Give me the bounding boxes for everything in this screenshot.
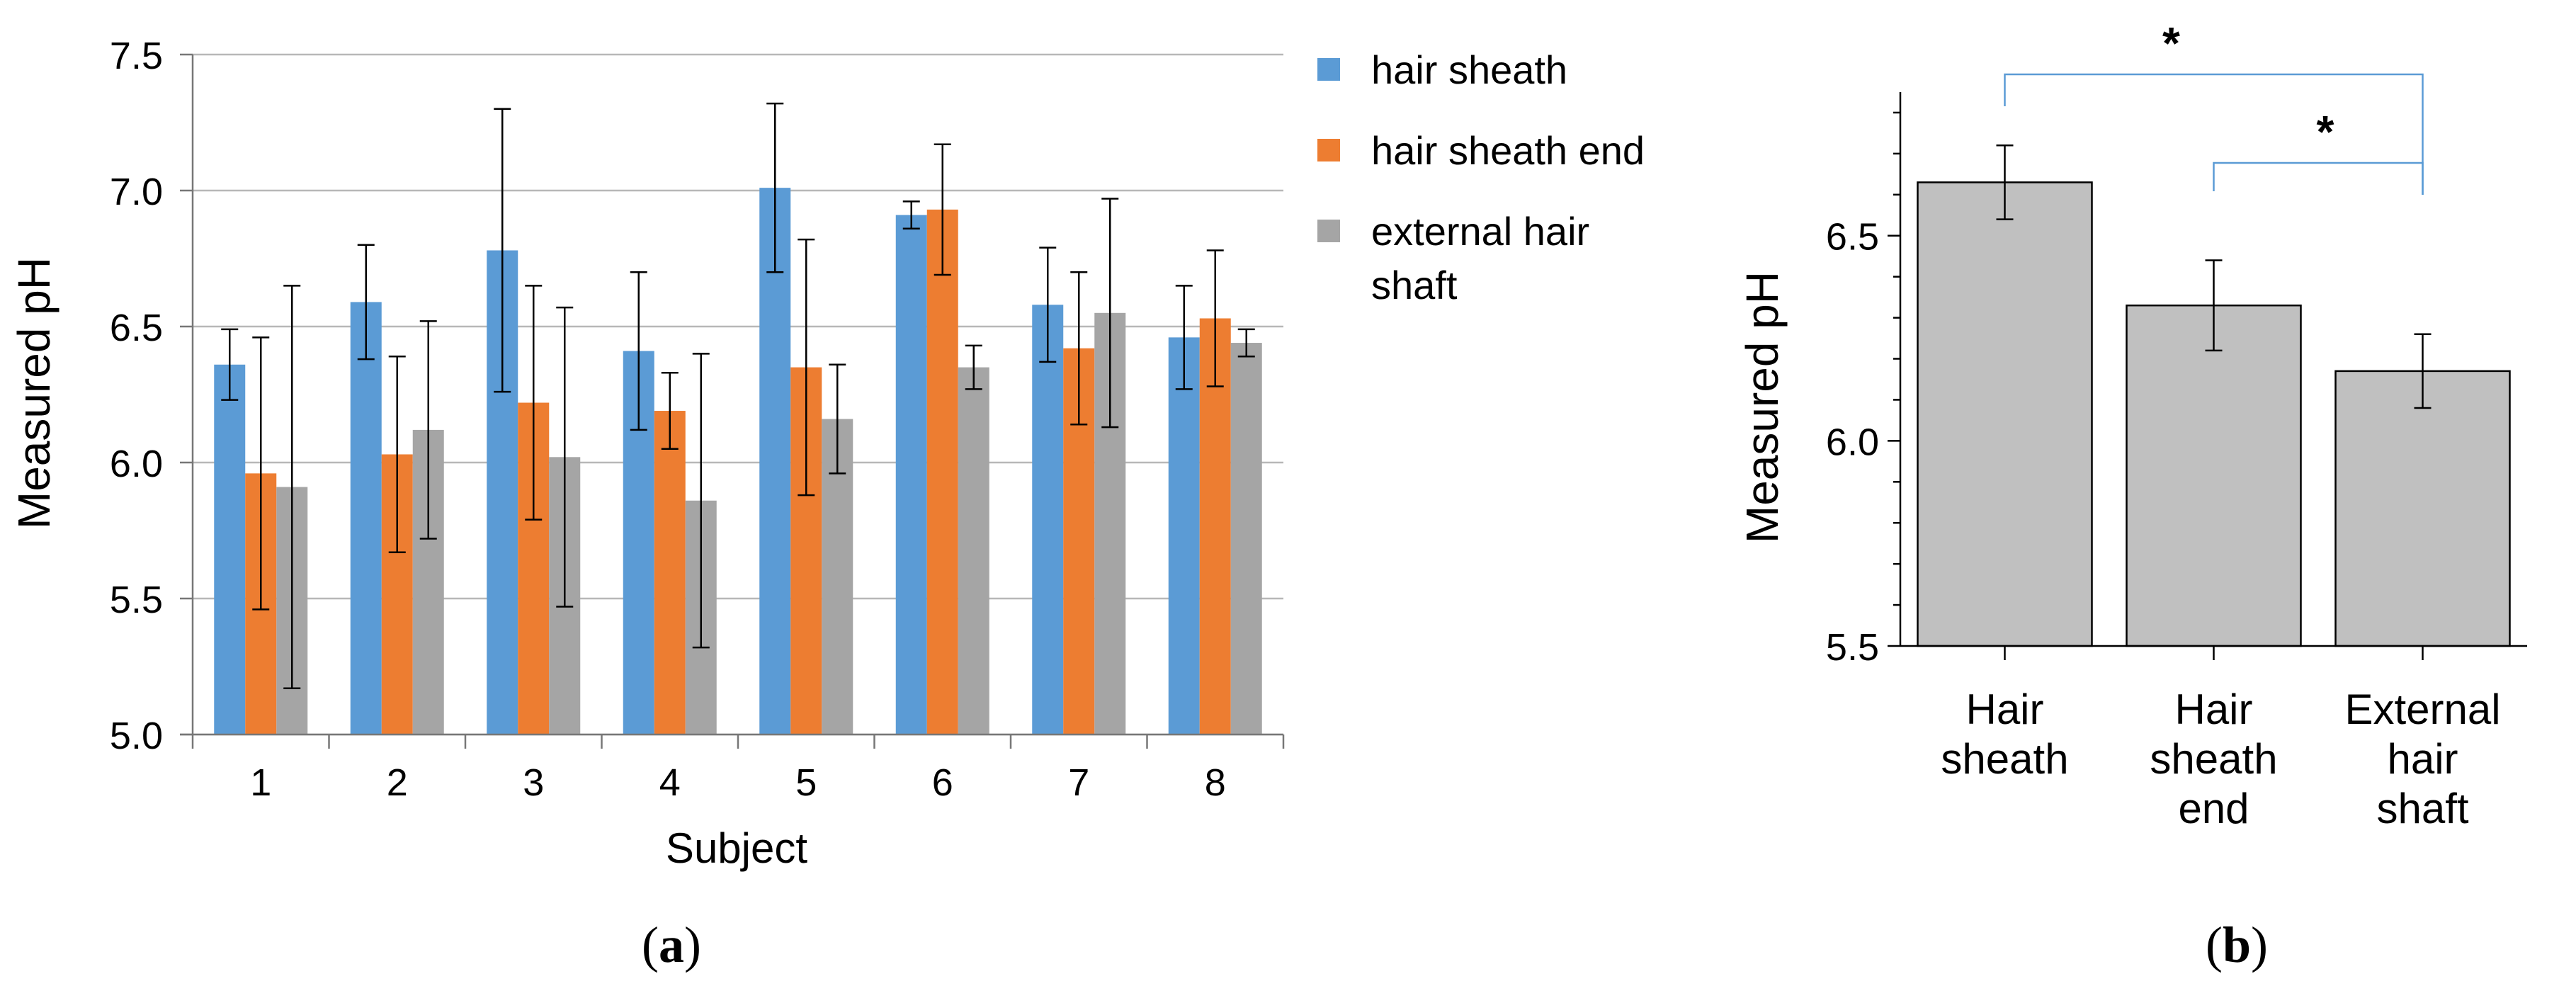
b-y-tick-label: 6.0 — [1826, 421, 1879, 463]
b-bar-hair-sheath — [1917, 181, 2093, 647]
b-x-tick-label: External — [2344, 686, 2500, 733]
b-significance-brackets: ** — [2004, 18, 2424, 195]
a-y-tick-label: 7.5 — [110, 35, 163, 77]
b-x-tick-label: end — [2178, 785, 2249, 832]
a-bar-s1-subject-7 — [1032, 305, 1064, 735]
a-bar-s3-subject-8 — [1230, 343, 1262, 735]
b-y-axis-title: Measured pH — [1737, 271, 1788, 543]
a-y-tick-labels: 5.0 5.5 6.0 6.5 7.0 7.5 — [110, 35, 163, 757]
a-bar-s1-subject-2 — [350, 302, 382, 735]
a-y-axis-title: Measured pH — [8, 257, 59, 529]
b-significance-star: * — [2317, 106, 2334, 157]
a-bar-s1-subject-6 — [895, 215, 927, 735]
b-bar-hair-sheath-end — [2126, 304, 2302, 647]
a-y-tick-label: 6.0 — [110, 443, 163, 485]
a-bars — [214, 188, 1262, 735]
a-bar-s1-subject-8 — [1168, 337, 1200, 735]
b-x-tick-label: Hair — [2174, 686, 2252, 733]
a-bar-s2-subject-6 — [926, 209, 958, 735]
a-legend: hair sheath hair sheath end external hair s… — [1317, 47, 1645, 307]
a-legend-label: external hair — [1371, 209, 1589, 254]
a-y-tick-label: 7.0 — [110, 171, 163, 213]
a-legend-swatch-s2 — [1317, 139, 1340, 161]
b-axes — [1888, 92, 2527, 660]
b-error-bars — [1996, 144, 2432, 409]
b-significance-bracket-1 — [2004, 73, 2424, 195]
a-bar-s3-subject-6 — [958, 367, 989, 735]
a-legend-swatch-s3 — [1317, 220, 1340, 242]
b-panel-letter: b — [2223, 917, 2251, 973]
a-bar-s1-subject-1 — [214, 364, 246, 735]
a-y-tick-label: 6.5 — [110, 307, 163, 349]
panel-b-chart: 5.56.06.5 HairsheathHairsheathendExterna… — [1737, 18, 2527, 973]
b-x-tick-label: Hair — [1965, 686, 2043, 733]
b-y-tick-label: 6.5 — [1826, 216, 1879, 259]
a-bar-s2-subject-4 — [654, 411, 686, 735]
a-legend-label: hair sheath — [1371, 47, 1567, 92]
b-y-tick-label: 5.5 — [1826, 626, 1879, 669]
a-bar-s1-subject-5 — [759, 188, 791, 735]
a-legend-label: hair sheath end — [1371, 128, 1645, 173]
a-panel-letter: a — [659, 917, 684, 973]
a-x-tick-label: 6 — [932, 761, 953, 804]
a-x-axis-title: Subject — [666, 824, 807, 872]
a-panel-caption: (a) — [642, 917, 701, 973]
a-legend-label: shaft — [1371, 263, 1458, 307]
b-panel-caption: (b) — [2206, 917, 2268, 973]
b-y-tick-labels: 5.5 6.0 6.5 — [1826, 216, 1879, 669]
a-x-tick-labels: 1 2 3 4 5 6 7 8 — [250, 761, 1226, 804]
b-x-tick-label: shaft — [2376, 785, 2468, 832]
a-error-bars — [221, 102, 1255, 689]
a-y-tick-label: 5.5 — [110, 579, 163, 621]
b-significance-star: * — [2162, 18, 2180, 69]
b-x-tick-label: hair — [2387, 735, 2458, 783]
a-bar-s2-subject-8 — [1199, 318, 1231, 735]
a-x-tick-label: 1 — [250, 761, 271, 804]
a-axes — [180, 53, 1285, 749]
a-x-tick-label: 5 — [795, 761, 817, 804]
b-x-tick-label: sheath — [1941, 735, 2068, 783]
a-x-tick-label: 2 — [387, 761, 408, 804]
b-bar-external-hair-shaft — [2334, 370, 2511, 647]
a-x-tick-label: 7 — [1068, 761, 1089, 804]
b-significance-bracket-2 — [2213, 161, 2424, 195]
a-x-tick-label: 8 — [1205, 761, 1226, 804]
b-x-tick-label: sheath — [2150, 735, 2277, 783]
a-x-tick-label: 4 — [659, 761, 681, 804]
a-y-tick-label: 5.0 — [110, 715, 163, 757]
a-x-tick-label: 3 — [523, 761, 544, 804]
a-legend-swatch-s1 — [1317, 58, 1340, 81]
